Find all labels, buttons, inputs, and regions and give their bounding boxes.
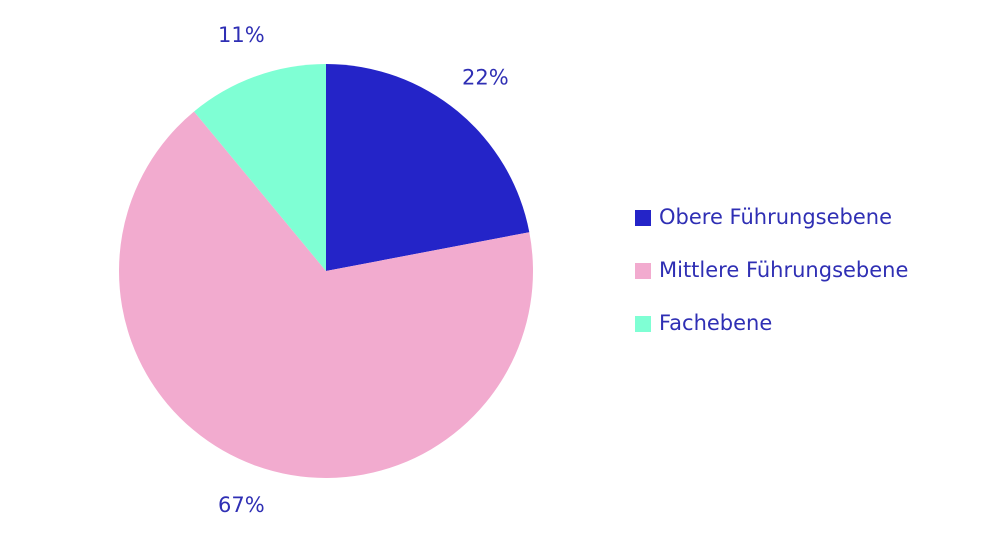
legend-label: Fachebene bbox=[659, 311, 772, 335]
legend-swatch bbox=[635, 263, 651, 279]
pie-slice bbox=[194, 64, 326, 271]
legend-label: Mittlere Führungsebene bbox=[659, 258, 908, 282]
slice-label: 11% bbox=[218, 23, 265, 47]
legend-swatch bbox=[635, 316, 651, 332]
legend-label: Obere Führungsebene bbox=[659, 205, 892, 229]
slice-label: 22% bbox=[462, 65, 509, 89]
pie-slice bbox=[326, 64, 530, 271]
pie-slice bbox=[118, 111, 534, 479]
legend-swatch bbox=[635, 210, 651, 226]
slice-label: 67% bbox=[218, 493, 265, 517]
